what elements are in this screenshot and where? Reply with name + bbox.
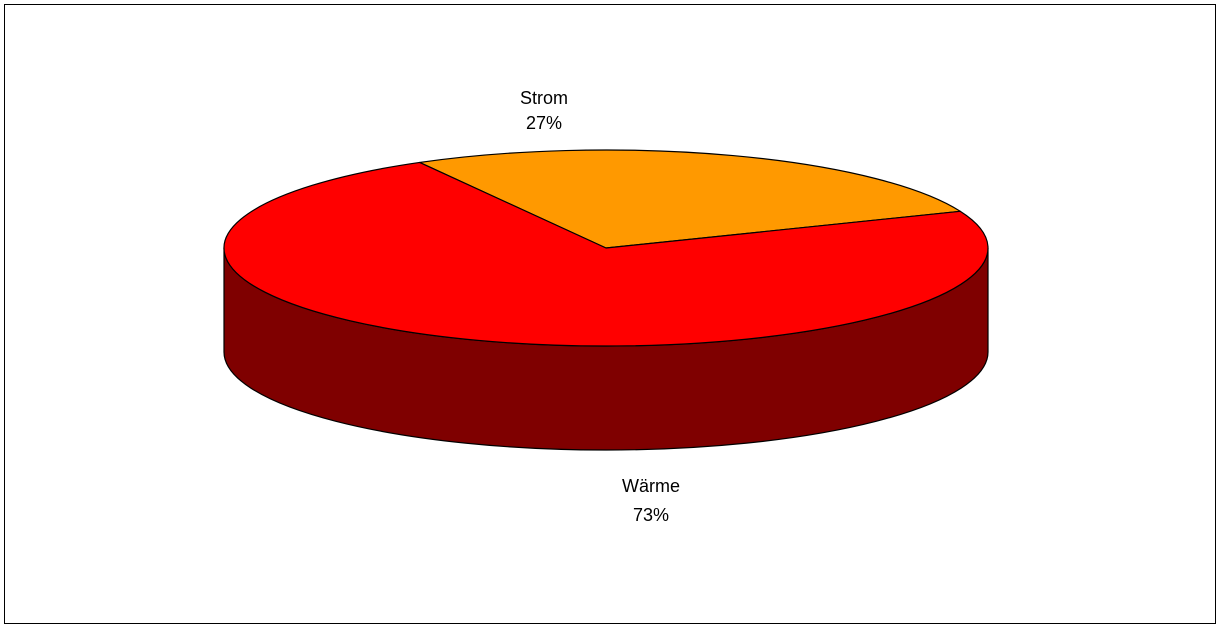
pie-labels: Strom 27% Wärme 73% xyxy=(520,88,680,525)
pie-slice-waerme xyxy=(223,161,989,347)
label-waerme-percent: 73% xyxy=(633,505,669,525)
label-strom-name: Strom xyxy=(520,88,568,108)
label-waerme-name: Wärme xyxy=(622,476,680,496)
label-strom-percent: 27% xyxy=(526,113,562,133)
pie-chart: Strom 27% Wärme 73% xyxy=(223,88,989,525)
pie-tops xyxy=(223,149,989,347)
pie-slice-strom xyxy=(419,149,961,249)
